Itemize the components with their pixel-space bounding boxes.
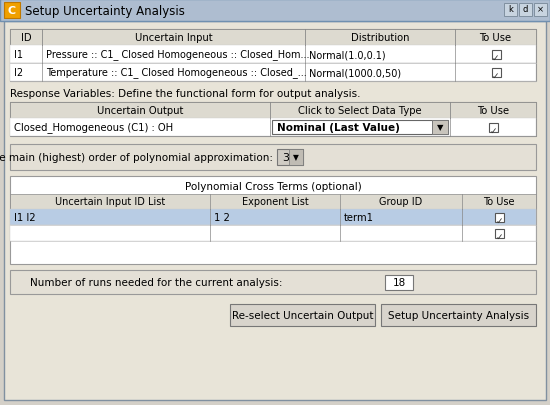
Bar — [10, 30, 536, 82]
Bar — [10, 209, 536, 226]
Bar — [381, 304, 536, 326]
Bar — [495, 213, 504, 222]
Text: ✓: ✓ — [490, 126, 497, 135]
Bar — [495, 230, 504, 239]
Text: d: d — [523, 6, 528, 15]
Text: C: C — [8, 6, 16, 16]
Text: Click to Select Data Type: Click to Select Data Type — [298, 106, 422, 116]
Text: Closed_Homogeneous (C1) : OH: Closed_Homogeneous (C1) : OH — [14, 122, 173, 133]
Bar — [289, 149, 303, 166]
Text: ×: × — [537, 6, 544, 15]
Text: Pressure :: C1_ Closed Homogeneous :: Closed_Hom...: Pressure :: C1_ Closed Homogeneous :: Cl… — [46, 49, 310, 60]
Text: 1 2: 1 2 — [214, 213, 230, 222]
Bar — [432, 121, 448, 135]
Text: To Use: To Use — [483, 197, 515, 207]
Text: Select the main (highest) order of polynomial approximation:: Select the main (highest) order of polyn… — [0, 153, 273, 162]
Text: ▼: ▼ — [437, 123, 443, 132]
Bar — [504, 4, 517, 17]
Bar — [4, 3, 20, 19]
Text: k: k — [508, 6, 513, 15]
Text: 18: 18 — [392, 277, 406, 287]
Text: Setup Uncertainty Analysis: Setup Uncertainty Analysis — [25, 6, 185, 19]
Text: 3: 3 — [282, 153, 289, 162]
Text: ✓: ✓ — [495, 216, 503, 225]
Bar — [385, 275, 413, 290]
Bar — [10, 145, 536, 171]
Text: I1 I2: I1 I2 — [14, 213, 36, 222]
Bar — [10, 30, 536, 46]
Text: Nominal (Last Value): Nominal (Last Value) — [277, 123, 400, 133]
Bar — [272, 121, 448, 135]
Text: Group ID: Group ID — [379, 197, 422, 207]
Bar — [10, 103, 536, 136]
Bar — [10, 119, 536, 136]
Bar — [277, 149, 303, 166]
Text: Uncertain Input ID List: Uncertain Input ID List — [55, 197, 165, 207]
Text: Setup Uncertainty Analysis: Setup Uncertainty Analysis — [388, 310, 529, 320]
Bar — [10, 194, 536, 209]
Bar — [534, 4, 547, 17]
Text: ✓: ✓ — [492, 53, 499, 62]
Bar — [230, 304, 375, 326]
Bar — [489, 124, 498, 133]
Text: Response Variables: Define the functional form for output analysis.: Response Variables: Define the functiona… — [10, 89, 360, 99]
Text: To Use: To Use — [480, 33, 512, 43]
Text: ▼: ▼ — [293, 153, 299, 162]
Bar — [10, 103, 536, 119]
Text: Uncertain Output: Uncertain Output — [97, 106, 183, 116]
Text: Polynomial Cross Terms (optional): Polynomial Cross Terms (optional) — [185, 181, 361, 192]
Text: Normal(1.0,0.1): Normal(1.0,0.1) — [309, 50, 386, 60]
Bar — [10, 177, 536, 264]
Bar — [519, 4, 532, 17]
Bar — [10, 46, 536, 64]
Text: Uncertain Input: Uncertain Input — [135, 33, 212, 43]
Text: I2: I2 — [14, 68, 23, 78]
Text: To Use: To Use — [477, 106, 509, 116]
Text: Normal(1000.0,50): Normal(1000.0,50) — [309, 68, 401, 78]
Bar — [10, 270, 536, 294]
Text: term1: term1 — [344, 213, 374, 222]
Bar — [492, 51, 500, 60]
Text: ID: ID — [21, 33, 31, 43]
Bar — [0, 0, 550, 22]
Text: Distribution: Distribution — [351, 33, 409, 43]
Text: Temperature :: C1_ Closed Homogeneous :: Closed_...: Temperature :: C1_ Closed Homogeneous ::… — [46, 67, 307, 78]
Bar — [10, 226, 536, 241]
Text: Re-select Uncertain Output: Re-select Uncertain Output — [232, 310, 373, 320]
Text: ✓: ✓ — [492, 71, 499, 80]
Bar — [10, 64, 536, 82]
Text: Number of runs needed for the current analysis:: Number of runs needed for the current an… — [30, 277, 283, 287]
Text: ✓: ✓ — [495, 232, 503, 241]
Bar — [492, 69, 500, 78]
Text: Exponent List: Exponent List — [241, 197, 309, 207]
Text: I1: I1 — [14, 50, 23, 60]
